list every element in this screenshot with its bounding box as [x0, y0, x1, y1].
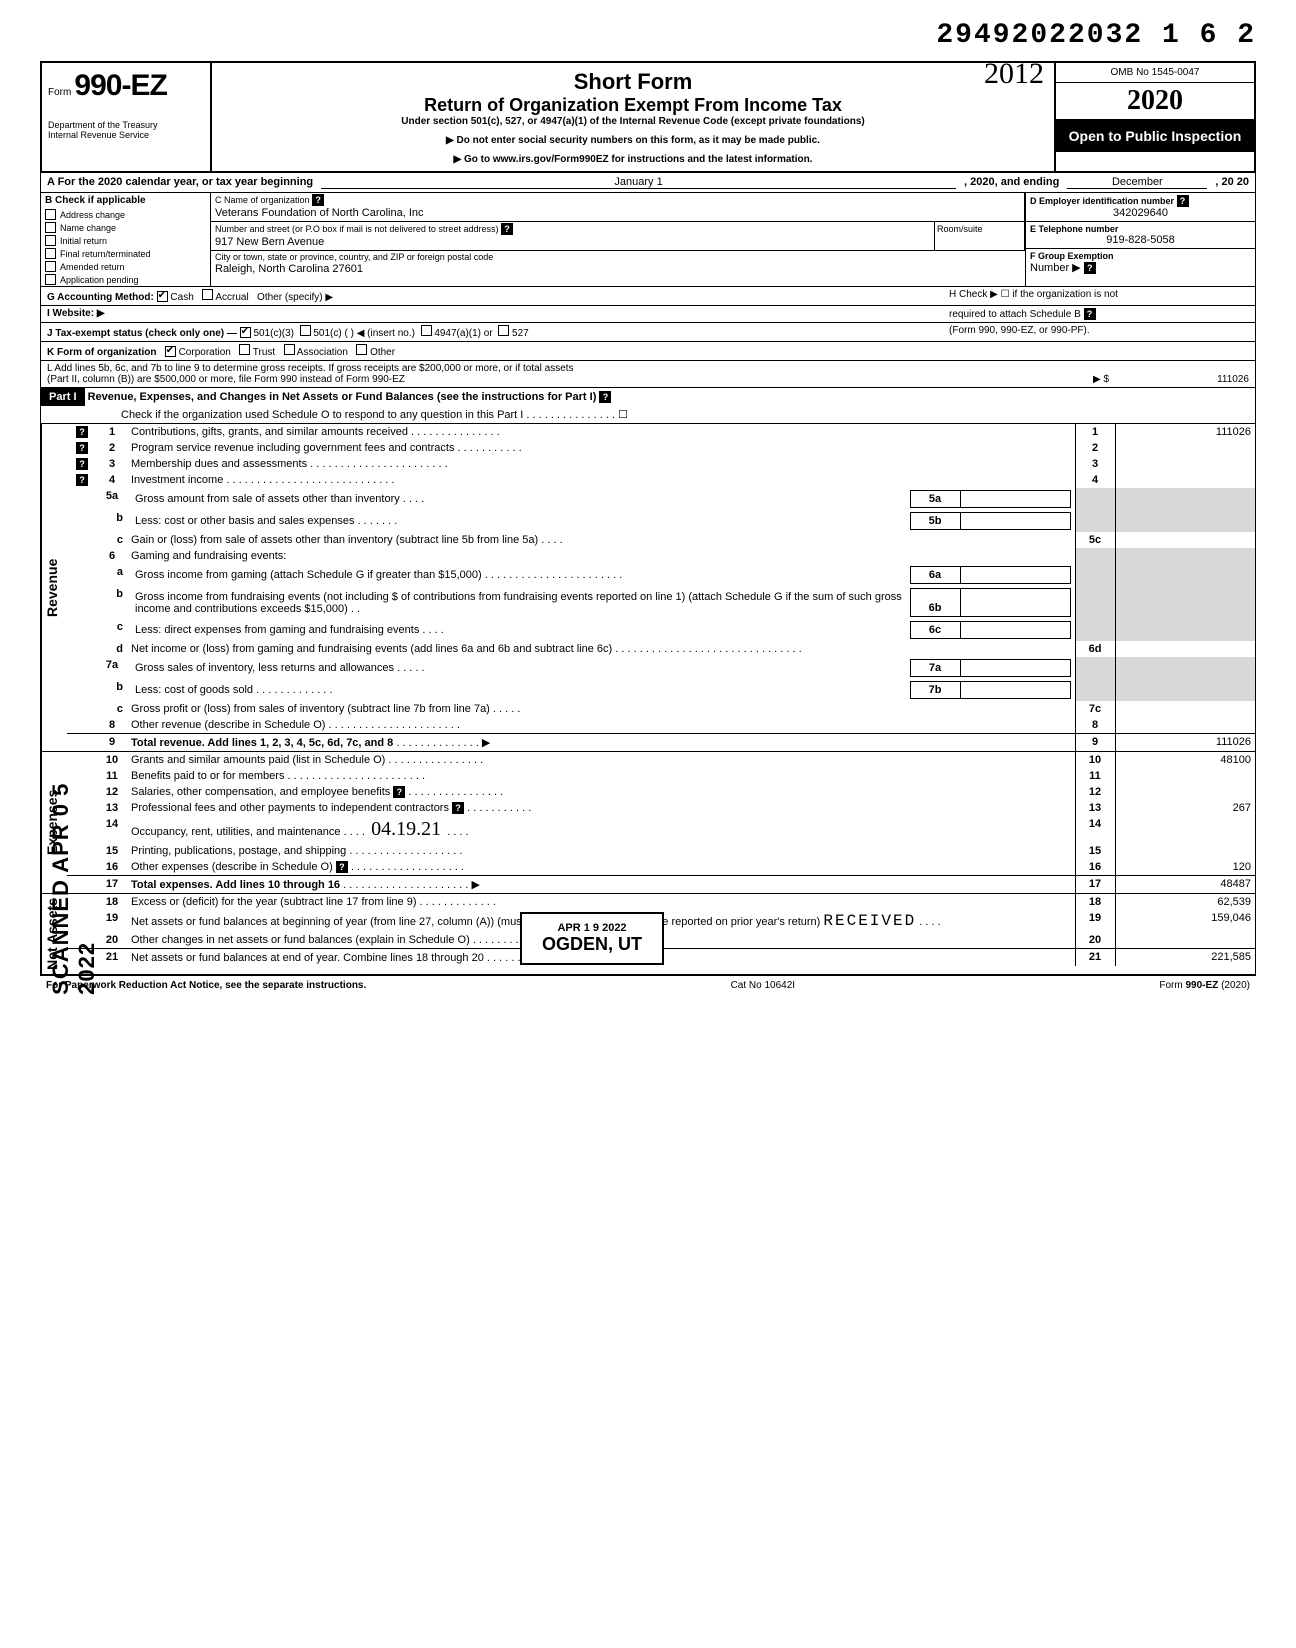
chk-501c3[interactable] [240, 327, 251, 338]
chk-final-return[interactable]: Final return/terminated [41, 247, 210, 260]
handwritten-year: 2012 [984, 57, 1044, 91]
line17-total-expenses: 48487 [1115, 876, 1255, 894]
part1-schedule-o-check[interactable]: Check if the organization used Schedule … [41, 406, 1255, 423]
row-k: K Form of organization Corporation Trust… [40, 342, 1256, 361]
chk-corp[interactable] [165, 346, 176, 357]
room-suite[interactable]: Room/suite [935, 222, 1025, 250]
chk-other[interactable] [356, 344, 367, 355]
line19-amount: 159,046 [1115, 910, 1255, 932]
short-form-label: Short Form [574, 69, 693, 94]
help-icon[interactable]: ? [312, 194, 324, 206]
year-end-month[interactable]: December [1067, 176, 1207, 189]
row-i: I Website: ▶ required to attach Schedule… [40, 306, 1256, 323]
help-icon[interactable]: ? [599, 391, 611, 403]
row-a-tax-year: A For the 2020 calendar year, or tax yea… [40, 173, 1256, 193]
chk-4947[interactable] [421, 325, 432, 336]
phone[interactable]: 919-828-5058 [1030, 234, 1251, 246]
line9-total-revenue: 111026 [1115, 734, 1255, 752]
year-begin[interactable]: January 1 [321, 176, 956, 189]
chk-cash[interactable] [157, 291, 168, 302]
form-number: 990-EZ [74, 69, 166, 102]
chk-address-change[interactable]: Address change [41, 208, 210, 221]
row-l: L Add lines 5b, 6c, and 7b to line 9 to … [40, 361, 1256, 388]
handwritten-date: 04.19.21 [371, 818, 441, 840]
subtitle: Under section 501(c), 527, or 4947(a)(1)… [224, 116, 1042, 127]
line13-amount: 267 [1115, 800, 1255, 816]
line16-amount: 120 [1115, 859, 1255, 876]
header-right: OMB No 1545-0047 20202020 Open to Public… [1054, 63, 1254, 171]
note-ssn: ▶ Do not enter social security numbers o… [224, 135, 1042, 146]
netassets-label: Net Assets [41, 894, 62, 974]
gross-receipts: 111026 [1109, 374, 1249, 385]
open-to-public: Open to Public Inspection [1056, 120, 1254, 152]
chk-name-change[interactable]: Name change [41, 221, 210, 234]
revenue-table: ?1Contributions, gifts, grants, and simi… [67, 424, 1255, 751]
expenses-section: Expenses 10Grants and similar amounts pa… [40, 752, 1256, 894]
revenue-section: Revenue ?1Contributions, gifts, grants, … [40, 424, 1256, 752]
revenue-label: Revenue [41, 424, 62, 751]
line1-amount: 111026 [1115, 424, 1255, 440]
header-mid: Short Form 2012 Return of Organization E… [212, 63, 1054, 171]
tax-year: 20202020 [1056, 83, 1254, 120]
chk-trust[interactable] [239, 344, 250, 355]
return-title: Return of Organization Exempt From Incom… [224, 95, 1042, 116]
part1-header: Part I Revenue, Expenses, and Changes in… [40, 388, 1256, 424]
col-b-checkboxes: B Check if applicable Address change Nam… [41, 193, 211, 286]
line18-amount: 62,539 [1115, 894, 1255, 910]
row-g: G Accounting Method: Cash Accrual Other … [40, 287, 1256, 306]
form-label: Form [48, 87, 71, 98]
chk-pending[interactable]: Application pending [41, 273, 210, 286]
org-city[interactable]: Raleigh, North Carolina 27601 [211, 263, 1025, 277]
received-stamp-inline: RECEIVED [823, 912, 916, 930]
chk-amended[interactable]: Amended return [41, 260, 210, 273]
org-street[interactable]: 917 New Bern Avenue [211, 236, 934, 250]
col-cd-org: C Name of organization ? Veterans Founda… [211, 193, 1025, 286]
col-ef: D Employer identification number ? 34202… [1025, 193, 1255, 286]
omb-number: OMB No 1545-0047 [1056, 63, 1254, 83]
chk-527[interactable] [498, 325, 509, 336]
header-left: Form 990-EZ Department of the Treasury I… [42, 63, 212, 171]
row-j: J Tax-exempt status (check only one) — 5… [40, 323, 1256, 342]
help-icon[interactable]: ? [1084, 262, 1096, 274]
note-url: ▶ Go to www.irs.gov/Form990EZ for instru… [224, 154, 1042, 165]
org-name[interactable]: Veterans Foundation of North Carolina, I… [211, 207, 1024, 221]
ogden-stamp: APR 1 9 2022 OGDEN, UT [520, 912, 664, 965]
form-container: SCANNED APR 0 5 2022 29492022032 1 6 2 F… [40, 20, 1256, 995]
line10-amount: 48100 [1115, 752, 1255, 768]
chk-initial-return[interactable]: Initial return [41, 234, 210, 247]
footer: For Paperwork Reduction Act Notice, see … [40, 975, 1256, 995]
help-icon[interactable]: ? [1177, 195, 1189, 207]
chk-accrual[interactable] [202, 289, 213, 300]
form-header: Form 990-EZ Department of the Treasury I… [40, 61, 1256, 173]
chk-assoc[interactable] [284, 344, 295, 355]
treasury-dept: Department of the Treasury Internal Reve… [48, 121, 204, 141]
ein[interactable]: 342029640 [1030, 207, 1251, 219]
org-info-block: B Check if applicable Address change Nam… [40, 193, 1256, 287]
help-icon[interactable]: ? [501, 223, 513, 235]
document-number: 29492022032 1 6 2 [40, 20, 1256, 51]
chk-501c[interactable] [300, 325, 311, 336]
expenses-label: Expenses [41, 752, 62, 893]
line21-amount: 221,585 [1115, 949, 1255, 967]
help-icon[interactable]: ? [1084, 308, 1096, 320]
expenses-table: 10Grants and similar amounts paid (list … [67, 752, 1255, 893]
